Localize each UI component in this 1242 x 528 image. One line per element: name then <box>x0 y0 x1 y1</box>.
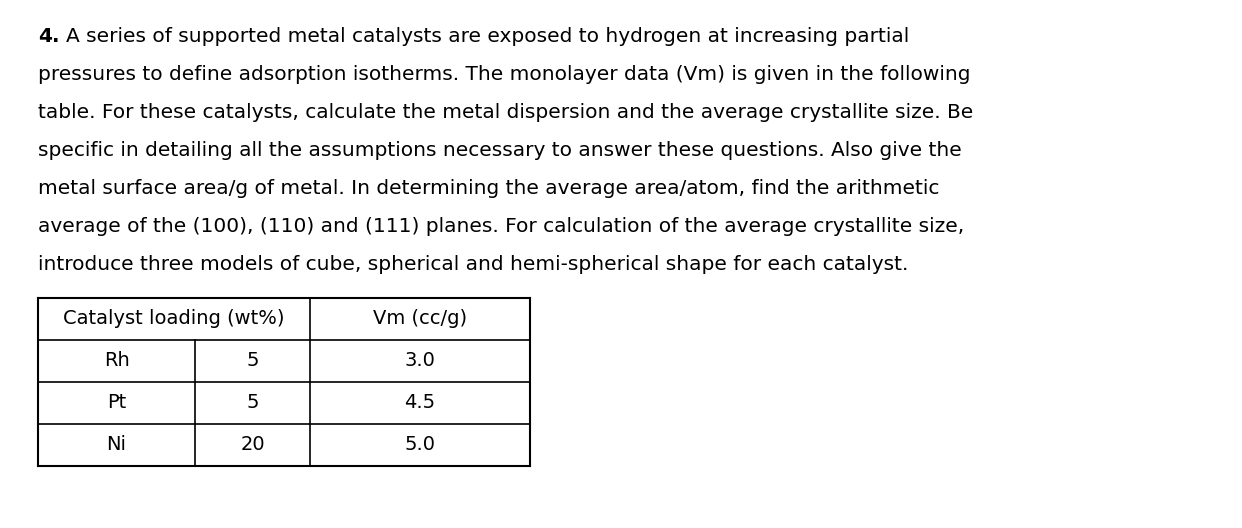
Text: Catalyst loading (wt%): Catalyst loading (wt%) <box>63 309 284 328</box>
Text: specific in detailing all the assumptions necessary to answer these questions. A: specific in detailing all the assumption… <box>39 142 961 161</box>
Text: 5.0: 5.0 <box>405 436 436 455</box>
Text: average of the (100), (110) and (111) planes. For calculation of the average cry: average of the (100), (110) and (111) pl… <box>39 218 964 237</box>
Text: 4.: 4. <box>39 27 60 46</box>
Text: 20: 20 <box>240 436 265 455</box>
Text: pressures to define adsorption isotherms. The monolayer data (Vm) is given in th: pressures to define adsorption isotherms… <box>39 65 970 84</box>
Text: Rh: Rh <box>103 352 129 371</box>
Text: 5: 5 <box>246 352 258 371</box>
Text: table. For these catalysts, calculate the metal dispersion and the average cryst: table. For these catalysts, calculate th… <box>39 103 974 122</box>
Text: A series of supported metal catalysts are exposed to hydrogen at increasing part: A series of supported metal catalysts ar… <box>66 27 909 46</box>
Text: 3.0: 3.0 <box>405 352 436 371</box>
Text: Ni: Ni <box>107 436 127 455</box>
Text: 5: 5 <box>246 393 258 412</box>
Text: introduce three models of cube, spherical and hemi-spherical shape for each cata: introduce three models of cube, spherica… <box>39 256 908 275</box>
Text: Pt: Pt <box>107 393 127 412</box>
Text: metal surface area/g of metal. In determining the average area/atom, find the ar: metal surface area/g of metal. In determ… <box>39 180 939 199</box>
Text: Vm (cc/g): Vm (cc/g) <box>373 309 467 328</box>
Text: 4.5: 4.5 <box>405 393 436 412</box>
